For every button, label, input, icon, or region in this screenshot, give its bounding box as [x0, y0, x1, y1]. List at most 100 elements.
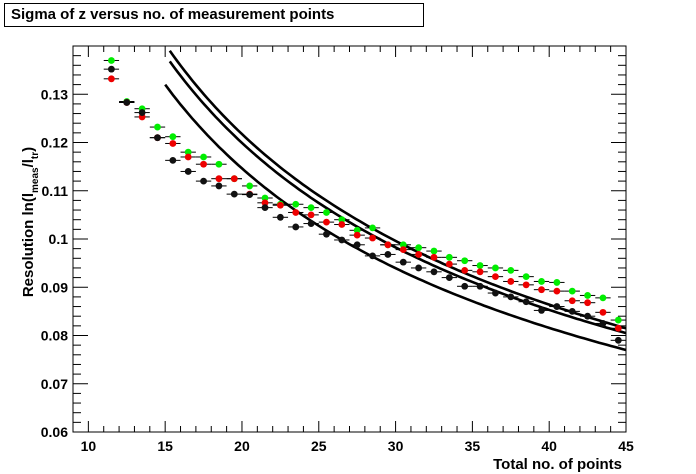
data-point — [108, 57, 115, 64]
y-tick-label: 0.1 — [49, 231, 69, 247]
data-point — [553, 303, 561, 310]
data-point — [369, 224, 376, 232]
data-point — [292, 223, 300, 231]
data-point — [476, 282, 484, 290]
data-point — [522, 298, 530, 306]
y-tick-label: 0.06 — [41, 424, 68, 440]
data-point — [246, 191, 254, 199]
data-point — [614, 336, 622, 344]
y-tick-label: 0.12 — [41, 135, 68, 151]
plot-frame — [72, 45, 627, 433]
data-point — [292, 209, 300, 216]
data-point — [507, 266, 515, 274]
data-point — [323, 218, 330, 226]
data-point — [599, 308, 607, 316]
data-point — [123, 99, 131, 106]
x-tick-label: 30 — [388, 438, 404, 454]
data-point — [445, 260, 453, 268]
data-point — [338, 216, 346, 224]
data-point — [169, 156, 177, 164]
data-point — [169, 133, 177, 141]
data-point — [353, 241, 361, 249]
data-point — [584, 312, 591, 320]
data-point — [154, 134, 161, 142]
data-point — [215, 160, 223, 168]
data-point — [338, 236, 346, 244]
data-point — [476, 262, 484, 269]
chart-title: Sigma of z versus no. of measurement poi… — [4, 3, 424, 27]
data-point — [461, 266, 469, 274]
data-point — [492, 273, 499, 281]
data-point — [138, 109, 146, 116]
axis-tick-labels: 10 15 20 25 30 35 40 45 0.06 0.07 0.08 0.09 0.1 0.11 0… — [41, 86, 634, 454]
data-point — [415, 264, 423, 272]
data-point — [553, 287, 561, 295]
data-point — [614, 324, 622, 332]
x-tick-label: 20 — [234, 438, 250, 454]
data-point — [108, 65, 115, 73]
data-point — [507, 278, 515, 285]
data-point — [522, 281, 530, 289]
x-tick-label: 40 — [541, 438, 557, 454]
data-point — [323, 209, 330, 216]
data-point — [568, 287, 576, 295]
data-point — [200, 177, 207, 185]
data-point — [584, 299, 591, 307]
data-point — [507, 293, 515, 301]
data-point — [399, 246, 407, 254]
data-point — [415, 251, 423, 258]
data-point — [384, 241, 392, 249]
data-point — [353, 226, 361, 234]
data-point — [399, 241, 407, 249]
fit-curve — [168, 50, 627, 330]
x-tick-label: 25 — [311, 438, 327, 454]
data-point — [307, 211, 315, 219]
data-point — [261, 199, 269, 207]
y-axis-label: Resolution ln(lmeas/ltr) — [20, 147, 41, 297]
y-tick-label: 0.09 — [41, 279, 68, 295]
x-tick-label: 45 — [618, 438, 634, 454]
data-point — [307, 220, 315, 227]
y-axis-label-sub2: tr — [30, 152, 41, 159]
data-point — [292, 200, 300, 208]
fit-curve — [164, 83, 627, 352]
data-point — [492, 289, 499, 297]
x-tick-label: 15 — [157, 438, 173, 454]
data-point — [430, 253, 438, 261]
data-point — [169, 140, 177, 147]
fit-curve — [168, 60, 627, 335]
data-point — [568, 297, 576, 305]
data-point — [599, 294, 607, 302]
data-point — [184, 168, 192, 175]
y-tick-label: 0.13 — [41, 86, 68, 102]
data-point — [154, 123, 161, 131]
data-point — [538, 278, 545, 285]
x-axis-label: Total no. of points — [493, 456, 622, 473]
data-point — [246, 182, 254, 190]
y-axis-label-end: ) — [20, 147, 37, 152]
data-point — [522, 273, 530, 281]
data-point — [200, 153, 207, 161]
y-axis-label-main: Resolution ln(l — [20, 193, 37, 297]
data-point — [184, 148, 192, 156]
y-tick-label: 0.11 — [42, 183, 69, 199]
data-point — [415, 244, 423, 252]
x-tick-label: 10 — [81, 438, 97, 454]
data-point — [369, 234, 376, 242]
data-point — [184, 153, 192, 161]
data-point — [445, 274, 453, 281]
data-point — [399, 258, 407, 266]
data-point — [276, 201, 284, 209]
data-point — [323, 230, 330, 238]
data-point — [261, 204, 269, 212]
data-point — [369, 252, 376, 260]
data-point — [430, 247, 438, 255]
data-point — [338, 221, 346, 228]
data-point — [230, 190, 238, 198]
data-point — [384, 251, 392, 258]
data-point — [200, 160, 207, 168]
x-tick-label: 35 — [465, 438, 481, 454]
y-axis-label-sub1: meas — [30, 167, 41, 193]
data-point — [614, 316, 622, 324]
data-point — [492, 264, 499, 272]
